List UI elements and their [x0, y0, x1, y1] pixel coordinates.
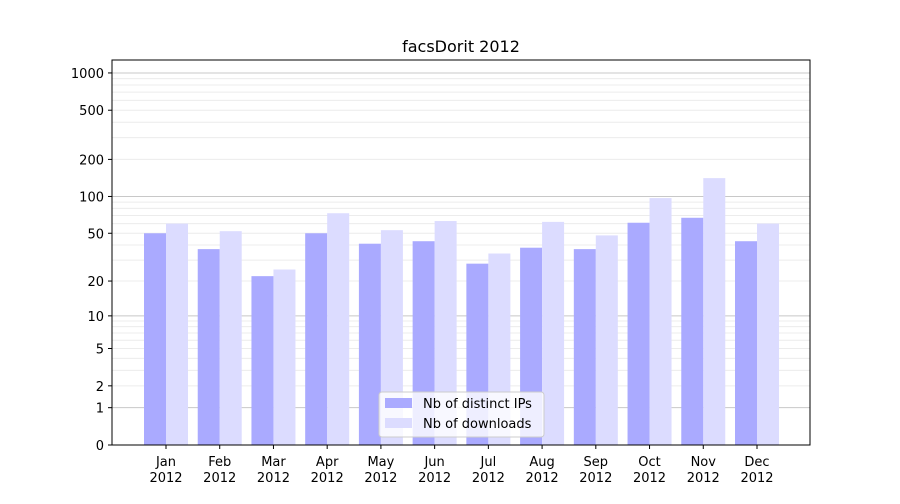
y-axis: 0 1 2 5 10 20 50 100 200 500 1000 [71, 67, 112, 454]
legend-label: Nb of distinct IPs [423, 397, 532, 412]
x-tick-label: Aug 2012 [526, 455, 559, 486]
bar-downloads [380, 230, 403, 445]
bar-downloads [757, 223, 779, 445]
bars [144, 178, 779, 445]
y-tick-label: 500 [79, 104, 104, 119]
x-tick-label: Oct 2012 [633, 455, 666, 486]
x-tick-label: Dec 2012 [740, 455, 773, 486]
y-tick-label: 50 [87, 227, 104, 242]
legend-label: Nb of downloads [423, 417, 532, 432]
x-tick-label: Nov 2012 [687, 455, 720, 486]
x-tick-label: May 2012 [364, 455, 397, 486]
x-tick-label: Feb 2012 [203, 455, 236, 486]
bar-downloads [703, 178, 726, 445]
x-tick-label: Sep 2012 [579, 455, 612, 486]
y-tick-label: 5 [96, 343, 104, 358]
y-tick-label: 10 [87, 310, 104, 325]
x-tick-label: Jan 2012 [149, 455, 182, 486]
bar-downloads [649, 198, 672, 445]
bar-distinct-ips [735, 241, 757, 445]
bar-downloads [166, 223, 188, 445]
y-tick-label: 200 [79, 153, 104, 168]
plot-frame [111, 59, 811, 446]
bar-distinct-ips [681, 217, 704, 445]
x-tick-label: Jul 2012 [472, 455, 505, 486]
legend-swatch [385, 418, 412, 428]
y-tick-label: 0 [96, 439, 104, 454]
bar-downloads [273, 269, 296, 445]
bar-downloads [434, 221, 457, 445]
x-tick-label: Jun 2012 [418, 455, 451, 486]
bar-distinct-ips [144, 233, 166, 445]
legend-box [378, 391, 545, 438]
legend-swatch [385, 398, 412, 408]
legend: Nb of distinct IPs Nb of downloads [378, 391, 545, 438]
y-tick-label: 20 [87, 275, 104, 290]
x-tick-label: Mar 2012 [257, 455, 290, 486]
bar-distinct-ips [573, 249, 596, 445]
x-axis: Jan 2012 Feb 2012 Mar 2012 Apr 2012 May 2012 Jun 20… [149, 445, 774, 486]
y-tick-label: 1000 [71, 67, 104, 82]
bar-distinct-ips [358, 243, 381, 445]
y-tick-label: 1 [96, 402, 104, 417]
bar-downloads [219, 231, 242, 445]
bar-downloads [595, 235, 618, 445]
bar-distinct-ips [627, 222, 650, 445]
bar-downloads [542, 221, 565, 445]
bar-downloads [327, 213, 350, 445]
x-tick-label: Apr 2012 [311, 455, 344, 486]
bar-distinct-ips [197, 249, 220, 445]
y-tick-label: 100 [79, 190, 104, 205]
chart-title: facsDorit 2012 [402, 37, 520, 56]
bar-distinct-ips [251, 276, 274, 445]
bar-distinct-ips [305, 233, 328, 445]
y-tick-label: 2 [96, 380, 104, 395]
